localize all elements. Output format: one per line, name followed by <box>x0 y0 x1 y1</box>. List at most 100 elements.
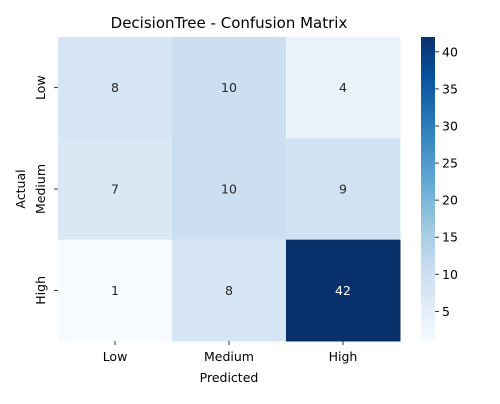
cell-value-label: 10 <box>221 80 237 95</box>
colorbar-gradient-segment <box>421 80 435 84</box>
colorbar-gradient-segment <box>421 196 435 200</box>
heatmap-cell <box>286 138 401 241</box>
colorbar-gradient-segment <box>421 247 435 251</box>
y-tick-label: Medium <box>33 164 48 214</box>
cell-value-label: 1 <box>111 283 119 298</box>
colorbar-gradient-segment <box>421 107 435 112</box>
colorbar-gradient-segment <box>421 211 435 215</box>
colorbar-gradient-segment <box>421 338 435 342</box>
colorbar-gradient-segment <box>421 105 435 109</box>
x-axis-label: Predicted <box>200 370 259 385</box>
colorbar-tick-label: 10 <box>442 267 458 282</box>
colorbar-gradient-segment <box>421 57 435 61</box>
colorbar-gradient-segment <box>421 64 435 68</box>
colorbar-gradient-segment <box>421 242 435 246</box>
colorbar-gradient-segment <box>421 171 435 175</box>
colorbar-gradient-segment <box>421 199 435 203</box>
colorbar-gradient-segment <box>421 92 435 96</box>
colorbar-gradient-segment <box>421 206 435 210</box>
colorbar-gradient-segment <box>421 265 435 269</box>
colorbar-gradient-segment <box>421 173 435 177</box>
colorbar-gradient-segment <box>421 297 435 302</box>
colorbar-gradient-segment <box>421 130 435 134</box>
colorbar-gradient-segment <box>421 143 435 147</box>
colorbar-gradient-segment <box>421 67 435 71</box>
heatmap-cell-labels: 8 10 4 7 10 9 1 8 42 <box>111 80 351 298</box>
heatmap-cell <box>286 37 401 139</box>
colorbar-gradient-segment <box>421 232 435 236</box>
colorbar-gradient-segment <box>421 219 435 223</box>
colorbar-tick-label: 40 <box>442 44 458 59</box>
cell-value-label: 10 <box>221 182 237 197</box>
colorbar-gradient-segment <box>421 221 435 226</box>
colorbar-gradient-segment <box>421 204 435 208</box>
colorbar-tick-label: 35 <box>442 81 458 96</box>
colorbar-gradient-segment <box>421 303 435 307</box>
colorbar-gradient-segment <box>421 275 435 279</box>
colorbar-gradient-segment <box>421 145 435 150</box>
colorbar-gradient-segment <box>421 224 435 228</box>
colorbar-gradient-segment <box>421 72 435 76</box>
colorbar-gradient-segment <box>421 161 435 165</box>
colorbar-gradient-segment <box>421 194 435 198</box>
colorbar-gradient-segment <box>421 110 435 114</box>
colorbar-gradient-segment <box>421 315 435 319</box>
colorbar-gradient-segment <box>421 191 435 195</box>
colorbar-gradient-segment <box>421 148 435 152</box>
colorbar-gradient-segment <box>421 47 435 51</box>
colorbar-gradient-segment <box>421 285 435 289</box>
colorbar-gradient-segment <box>421 249 435 253</box>
colorbar-gradient-segment <box>421 163 435 167</box>
colorbar-gradient-segment <box>421 133 435 137</box>
colorbar-gradient-segment <box>421 87 435 91</box>
colorbar-gradient-segment <box>421 237 435 241</box>
colorbar-gradient-segment <box>421 270 435 274</box>
colorbar-gradient-segment <box>421 168 435 172</box>
colorbar-gradient-segment <box>421 186 435 190</box>
colorbar-gradient-segment <box>421 128 435 132</box>
colorbar-gradient-segment <box>421 123 435 127</box>
colorbar-gradient-segment <box>421 90 435 94</box>
colorbar-tick-label: 15 <box>442 230 458 245</box>
cell-value-label: 42 <box>335 283 351 298</box>
colorbar-gradient-segment <box>421 308 435 312</box>
colorbar-gradient-segment <box>421 323 435 327</box>
colorbar-gradient-segment <box>421 310 435 314</box>
colorbar-gradient-segment <box>421 254 435 258</box>
colorbar-gradient-segment <box>421 330 435 334</box>
x-axis-ticks: Low Medium High <box>103 341 357 364</box>
y-axis-ticks: Low Medium High <box>33 75 58 305</box>
colorbar-gradient-segment <box>421 97 435 101</box>
colorbar-gradient-segment <box>421 272 435 276</box>
colorbar-gradient-segment <box>421 259 435 264</box>
cell-value-label: 8 <box>111 80 119 95</box>
colorbar-gradient-segment <box>421 282 435 286</box>
colorbar-gradient-segment <box>421 115 435 119</box>
heatmap-cell <box>172 138 287 241</box>
colorbar-gradient-segment <box>421 318 435 322</box>
chart-title: DecisionTree - Confusion Matrix <box>111 14 348 32</box>
colorbar-gradient-segment <box>421 176 435 180</box>
colorbar-gradient-segment <box>421 118 435 122</box>
colorbar-gradient-segment <box>421 257 435 261</box>
colorbar-gradient-segment <box>421 300 435 304</box>
colorbar-gradient-segment <box>421 125 435 129</box>
colorbar-gradient-segment <box>421 333 435 337</box>
cell-value-label: 9 <box>339 182 347 197</box>
colorbar-gradient-segment <box>421 85 435 89</box>
colorbar-gradient-segment <box>421 290 435 294</box>
colorbar-tick-label: 5 <box>442 304 450 319</box>
colorbar-gradient-segment <box>421 120 435 124</box>
y-tick-label: High <box>33 276 48 305</box>
colorbar-gradient-segment <box>421 140 435 144</box>
colorbar-gradient-segment <box>421 42 435 46</box>
colorbar: 5 10 15 20 25 30 35 40 <box>421 37 458 342</box>
colorbar-gradient-segment <box>421 75 435 79</box>
colorbar-tick-label: 20 <box>442 193 458 208</box>
colorbar-gradient-segment <box>421 158 435 162</box>
colorbar-gradient-segment <box>421 151 435 155</box>
colorbar-gradient-segment <box>421 59 435 63</box>
colorbar-gradient-segment <box>421 49 435 53</box>
colorbar-gradient-segment <box>421 44 435 48</box>
